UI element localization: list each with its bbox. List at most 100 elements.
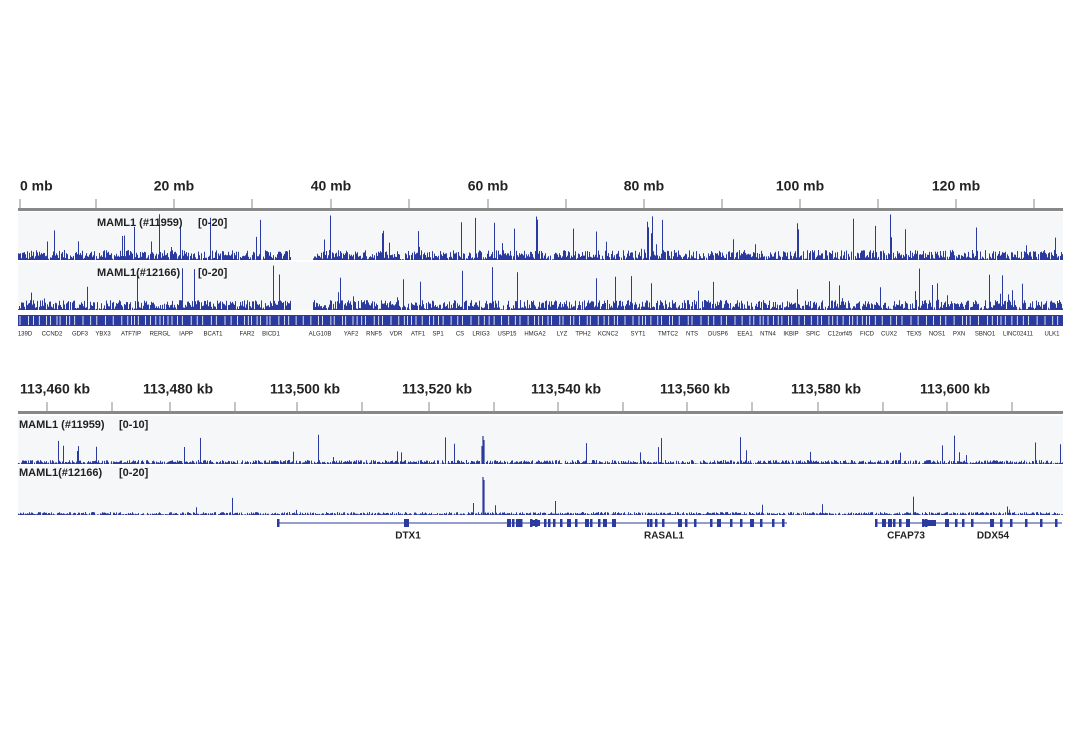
ruler-label: 113,540 kb (531, 381, 601, 397)
exon (945, 519, 949, 527)
exon (750, 519, 754, 527)
exon (990, 519, 994, 527)
gene-label: SBNO1 (975, 332, 996, 338)
exon (717, 519, 721, 527)
exon (710, 519, 713, 527)
gene-label: SP1 (432, 332, 444, 338)
coverage-peak (482, 477, 485, 515)
exon (567, 519, 571, 527)
gene-label: RASAL1 (644, 531, 684, 542)
exon (662, 519, 665, 527)
ruler-label: 60 mb (468, 178, 508, 194)
gene-label: SYT1 (630, 332, 646, 338)
exon (277, 519, 280, 527)
gene-label: ALG10B (309, 332, 332, 338)
track-name: MAML1(#12166) (19, 467, 102, 479)
gene-label: 139D (18, 332, 33, 338)
gene-label: DUSP6 (708, 332, 729, 338)
exon (971, 519, 974, 527)
gene-label: RNF5 (366, 332, 382, 338)
gene-label: CS (456, 332, 464, 338)
exon (875, 519, 878, 527)
exon (650, 519, 653, 527)
gene-label: NTS (686, 332, 698, 338)
coverage (18, 265, 1063, 310)
exon (882, 519, 886, 527)
ruler-label: 100 mb (776, 178, 824, 194)
exon (585, 519, 589, 527)
gene-label: YAF2 (344, 332, 359, 338)
gene-label: RERGL (150, 332, 171, 338)
track-bg (18, 466, 1063, 515)
exon (730, 519, 733, 527)
ruler-label: 120 mb (932, 178, 980, 194)
gene-label: ULK1 (1044, 332, 1060, 338)
gene-label: SPIC (806, 332, 821, 338)
gene-label: USP15 (497, 332, 517, 338)
exon (603, 519, 607, 527)
ruler-label: 113,480 kb (143, 381, 213, 397)
gene-label: C12orf45 (828, 332, 853, 338)
track-range: [0-10] (119, 419, 149, 431)
exon (888, 519, 892, 527)
exon (772, 519, 775, 527)
exon (899, 519, 902, 527)
ruler-label: 113,500 kb (270, 381, 340, 397)
gene-label: DDX54 (977, 531, 1010, 542)
gene-label: BICD1 (262, 332, 280, 338)
coverage (18, 214, 1063, 260)
gene-label: IKBIP (783, 332, 798, 338)
exon (740, 519, 743, 527)
exon (560, 519, 563, 527)
gene-label: CFAP73 (887, 531, 925, 542)
exon (1025, 519, 1028, 527)
exon (590, 519, 593, 527)
ruler-label: 113,520 kb (402, 381, 472, 397)
exon (544, 519, 547, 527)
gene-label: CCND2 (42, 332, 63, 338)
exon (962, 519, 965, 527)
gene-label: LRIG3 (472, 332, 490, 338)
gene-label: CUX2 (881, 332, 898, 338)
exon (520, 519, 523, 527)
exon (530, 520, 540, 526)
exon (760, 519, 763, 527)
gene-label: FAR2 (239, 332, 255, 338)
gene-label: TMTC2 (658, 332, 679, 338)
gene-label: FICD (860, 332, 875, 338)
ruler-label: 113,580 kb (791, 381, 861, 397)
track-name: MAML1(#12166) (97, 267, 180, 279)
track-name: MAML1 (#11959) (19, 419, 105, 431)
gene-label: BCAT1 (204, 332, 224, 338)
track-range: [0-20] (198, 217, 228, 229)
ruler-label: 0 mb (20, 178, 53, 194)
exon (512, 519, 515, 527)
gene-label: VDR (390, 332, 403, 338)
gene-label: NOS1 (929, 332, 946, 338)
exon (1055, 519, 1058, 527)
track-bg (18, 416, 1063, 464)
ruler-label: 80 mb (624, 178, 664, 194)
exon (548, 519, 551, 527)
ruler-label: 113,560 kb (660, 381, 730, 397)
ruler-label: 113,460 kb (20, 381, 90, 397)
track-bg (18, 212, 1063, 260)
gene-label: TPH2 (575, 332, 591, 338)
exon (922, 520, 936, 526)
gene-label: GDF3 (72, 332, 89, 338)
exon (893, 519, 896, 527)
gene-label: PXN (953, 332, 965, 338)
track-name: MAML1 (#11959) (97, 217, 183, 229)
gene-label: ATF7IP (121, 332, 141, 338)
exon (655, 519, 658, 527)
gene-label: TEX5 (906, 332, 922, 338)
ruler-label: 40 mb (311, 178, 351, 194)
gene-label: KCNC2 (598, 332, 619, 338)
exon (405, 519, 409, 527)
gene-label: NTN4 (760, 332, 776, 338)
exon (1000, 519, 1003, 527)
ruler-line (18, 411, 1063, 414)
exon (575, 519, 578, 527)
exon (612, 519, 616, 527)
exon (553, 519, 556, 527)
